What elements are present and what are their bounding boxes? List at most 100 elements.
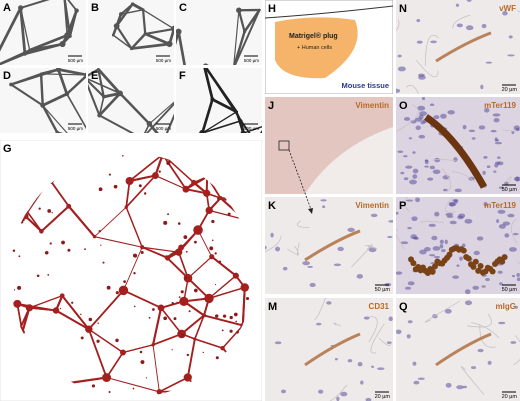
vessel: [304, 332, 361, 367]
nucleus: [415, 125, 421, 131]
vessel: [144, 33, 171, 45]
nucleus: [446, 215, 454, 218]
dot: [98, 229, 101, 233]
nucleus: [419, 249, 427, 255]
nucleus: [487, 360, 492, 365]
vessel: [177, 228, 200, 254]
node: [39, 228, 44, 234]
dot: [61, 240, 65, 245]
scale-label: 50 µm: [502, 287, 518, 293]
vessel: [233, 9, 261, 65]
dot: [222, 314, 227, 318]
vessel: [68, 9, 78, 38]
dot: [108, 173, 111, 176]
dot: [36, 274, 40, 278]
nucleus: [483, 201, 488, 207]
scale-label: 500 µm: [68, 58, 83, 63]
fiber: [415, 59, 439, 78]
tissue-label: Mouse tissue: [341, 81, 389, 90]
vessel: [106, 377, 160, 393]
nucleus: [490, 129, 497, 133]
nucleus: [497, 209, 506, 214]
nucleus: [483, 155, 488, 159]
vessel: [57, 68, 69, 96]
fiber: [396, 104, 419, 133]
fiber: [471, 322, 500, 339]
vessel: [125, 174, 157, 209]
nucleus: [514, 305, 518, 309]
nucleus: [498, 321, 506, 325]
fiber: [404, 197, 410, 213]
nucleus: [428, 254, 436, 257]
nucleus: [307, 265, 313, 268]
rbc: [475, 267, 482, 274]
nucleus: [454, 188, 462, 193]
nucleus: [421, 97, 426, 101]
nucleus: [424, 165, 429, 168]
nucleus: [477, 348, 484, 353]
scale-label: 20 µm: [375, 394, 391, 400]
vessel: [40, 73, 44, 107]
nucleus: [445, 382, 452, 388]
dot: [122, 154, 124, 157]
cells-label: + Human cells: [297, 45, 332, 51]
panel: [265, 97, 393, 194]
rbc: [432, 263, 438, 270]
vessel: [186, 338, 196, 379]
dot: [113, 184, 118, 189]
nucleus: [400, 171, 405, 175]
vessel: [122, 289, 162, 309]
rbc: [499, 258, 506, 265]
dot: [91, 384, 96, 388]
rbc: [501, 254, 508, 261]
nucleus: [502, 221, 511, 226]
fiber: [396, 228, 405, 250]
panel: [0, 140, 262, 401]
nucleus: [504, 233, 510, 238]
vessel: [201, 111, 238, 133]
node: [199, 129, 206, 133]
nucleus: [494, 137, 498, 142]
dot: [12, 249, 16, 253]
dot: [108, 390, 111, 393]
node: [125, 176, 134, 185]
vessel: [28, 33, 69, 52]
dot: [178, 296, 181, 298]
vessel: [105, 351, 124, 379]
nucleus: [456, 264, 460, 267]
nucleus: [334, 358, 338, 361]
panel: [88, 0, 174, 65]
vessel: [42, 104, 68, 133]
vessel: [56, 131, 61, 133]
vessel: [208, 286, 246, 300]
vessel: [19, 6, 27, 56]
node: [239, 119, 243, 122]
zoom-arrow: [288, 149, 313, 213]
vessel: [242, 132, 247, 133]
vessel: [48, 178, 70, 208]
vessel: [67, 205, 96, 238]
nucleus: [418, 73, 425, 77]
fiber: [296, 242, 300, 256]
node: [118, 285, 129, 296]
vessel: [42, 104, 58, 133]
nucleus: [386, 341, 392, 345]
nucleus: [510, 341, 517, 344]
vessel: [28, 295, 63, 309]
nucleus: [511, 130, 515, 135]
vessel: [128, 153, 164, 182]
vessel: [28, 307, 57, 312]
dot: [176, 301, 178, 303]
nucleus: [397, 54, 402, 58]
vessel: [40, 205, 70, 233]
panel-letter: E: [91, 70, 98, 82]
vessel: [211, 98, 238, 114]
fiber: [265, 235, 282, 253]
rbc: [410, 260, 417, 267]
nucleus: [480, 84, 484, 90]
vessel: [197, 229, 213, 258]
nucleus: [508, 35, 513, 39]
nucleus: [407, 320, 413, 324]
vessel: [98, 114, 135, 133]
nucleus: [494, 141, 503, 145]
